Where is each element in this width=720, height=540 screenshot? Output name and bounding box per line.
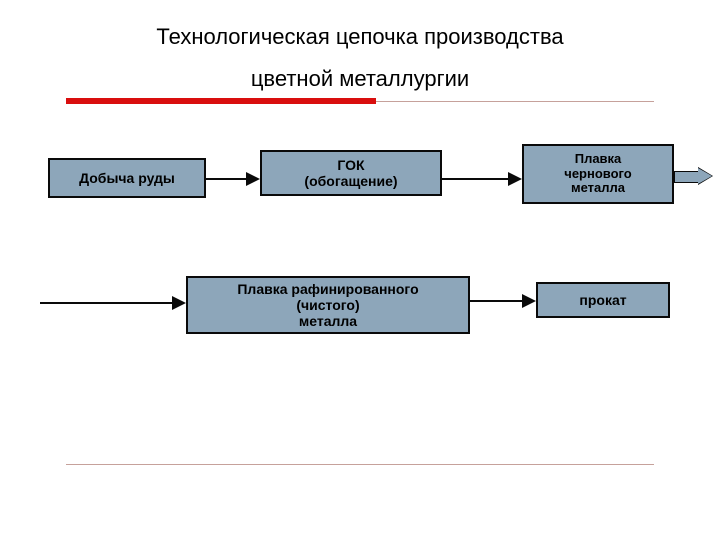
title-line-1: Технологическая цепочка производства — [0, 24, 720, 50]
node-label: Плавкачерновогометалла — [564, 152, 631, 197]
node-crude-smelting: Плавкачерновогометалла — [522, 144, 674, 204]
node-rolling: прокат — [536, 282, 670, 318]
arrow-line — [470, 300, 522, 302]
bottom-rule — [66, 464, 654, 465]
title-rule-red — [66, 98, 376, 104]
node-ore-mining: Добыча руды — [48, 158, 206, 198]
title-rule-thin — [376, 101, 654, 102]
arrow-line — [206, 178, 246, 180]
node-label: ГОК(обогащение) — [304, 157, 397, 189]
node-refined-smelting: Плавка рафинированного(чистого)металла — [186, 276, 470, 334]
arrow-head-icon — [522, 294, 536, 308]
arrow-head-icon — [172, 296, 186, 310]
title-rule — [66, 98, 654, 102]
node-label: Добыча руды — [79, 170, 175, 186]
arrow-line — [442, 178, 508, 180]
arrow-line — [40, 302, 172, 304]
node-label: прокат — [579, 292, 626, 308]
arrow-shaft — [674, 171, 699, 183]
node-label: Плавка рафинированного(чистого)металла — [237, 281, 418, 329]
arrow-head-icon — [508, 172, 522, 186]
arrow-head-icon — [246, 172, 260, 186]
title-line-2: цветной металлургии — [0, 66, 720, 92]
node-gok-enrichment: ГОК(обогащение) — [260, 150, 442, 196]
